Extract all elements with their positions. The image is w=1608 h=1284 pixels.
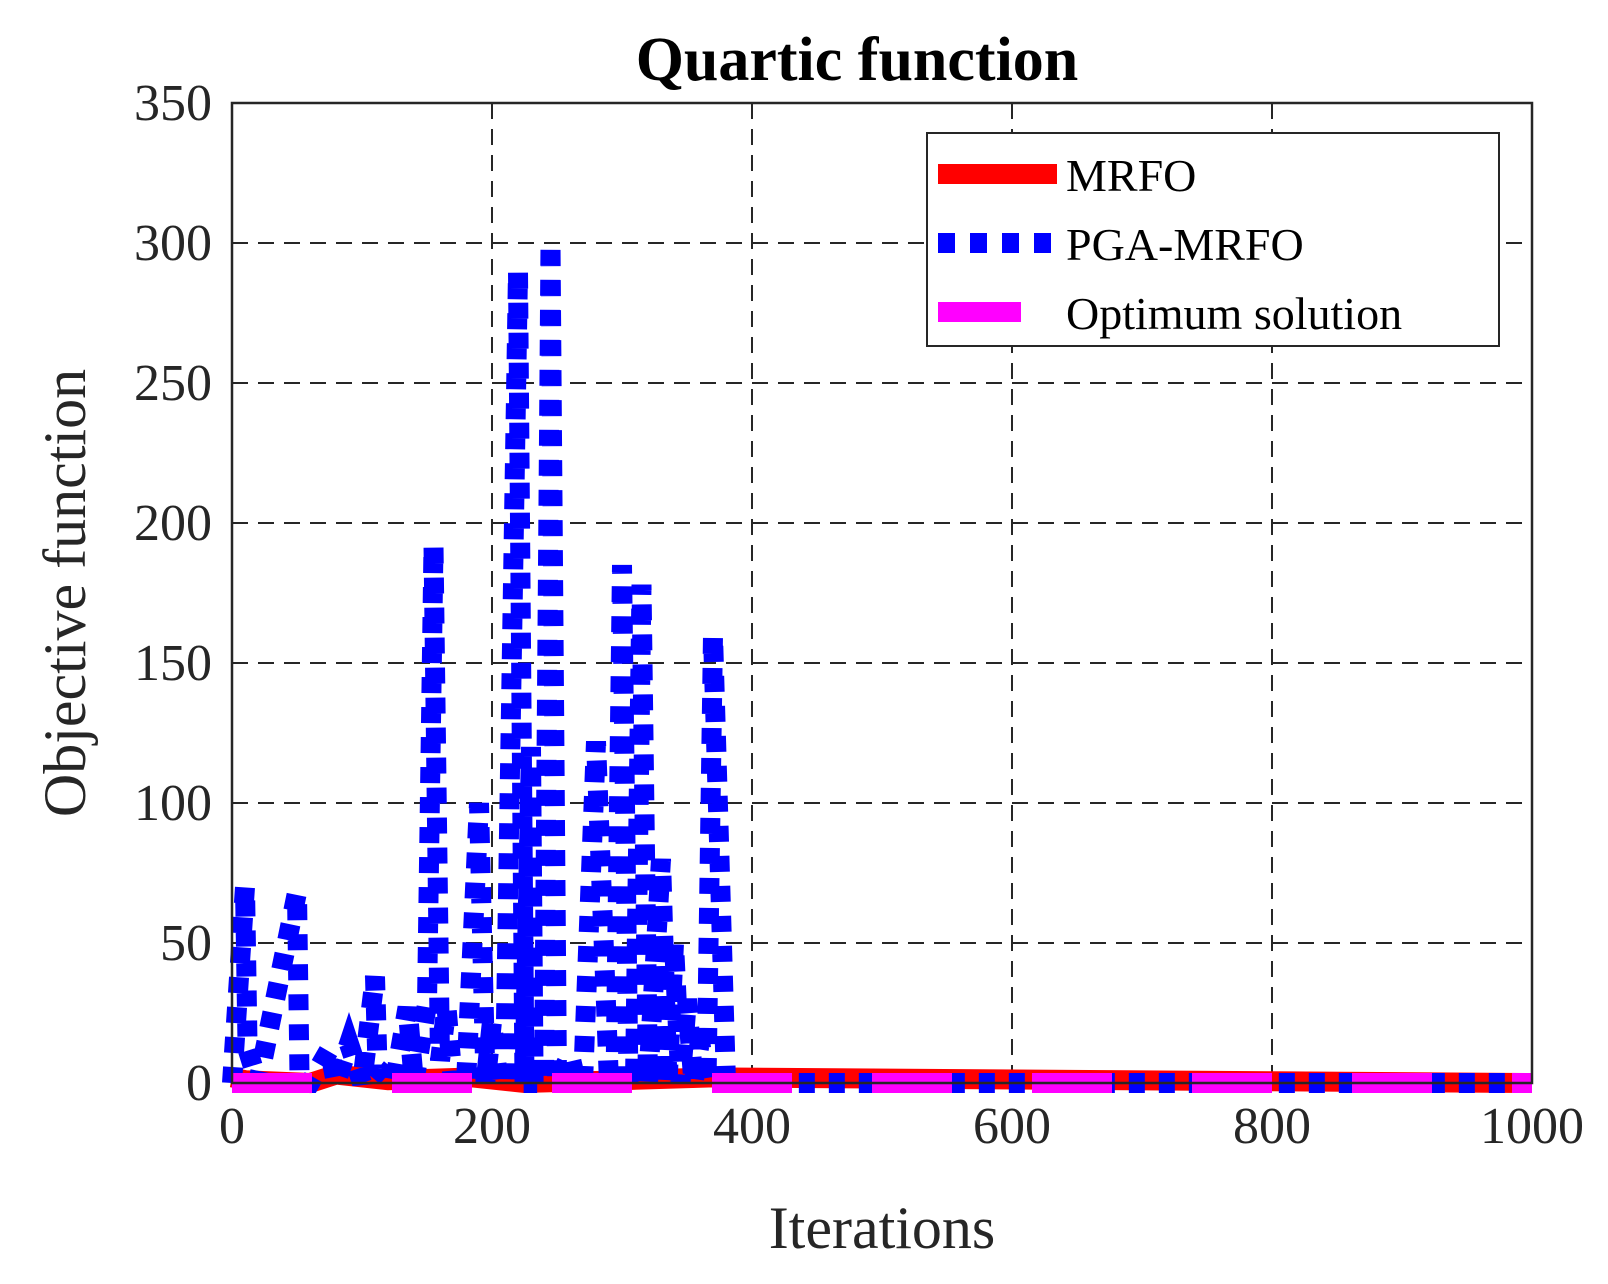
axes-box [230,101,1534,1085]
x-axis-label: Iterations [769,1195,996,1261]
y-axis-label: Objective function [32,369,98,817]
x-tick-label: 0 [219,1098,245,1155]
legend-label-mrfo: MRFO [1066,150,1196,201]
y-tick-label: 200 [134,495,212,552]
series-line-pga-mrfo [222,242,1532,1123]
x-tick-label: 800 [1233,1098,1311,1155]
chart-title: Quartic function [636,26,1079,94]
y-tick-label: 250 [134,355,212,412]
y-tick-label: 100 [134,775,212,832]
y-tick-label: 0 [186,1055,212,1112]
legend: MRFO PGA-MRFO Optimum solution [926,132,1500,347]
x-tick-label: 400 [713,1098,791,1155]
tick-labels: 0 200 400 600 800 1000 0 50 100 150 200 250 300 350 [134,75,1584,1155]
x-tick-label: 600 [973,1098,1051,1155]
x-tick-label: 1000 [1480,1098,1584,1155]
y-tick-label: 350 [134,75,212,132]
y-tick-label: 150 [134,635,212,692]
legend-label-pga-mrfo: PGA-MRFO [1066,219,1304,270]
legend-label-optimum-solution: Optimum solution [1066,288,1402,339]
y-tick-label: 300 [134,215,212,272]
y-tick-label: 50 [160,915,212,972]
x-tick-label: 200 [453,1098,531,1155]
